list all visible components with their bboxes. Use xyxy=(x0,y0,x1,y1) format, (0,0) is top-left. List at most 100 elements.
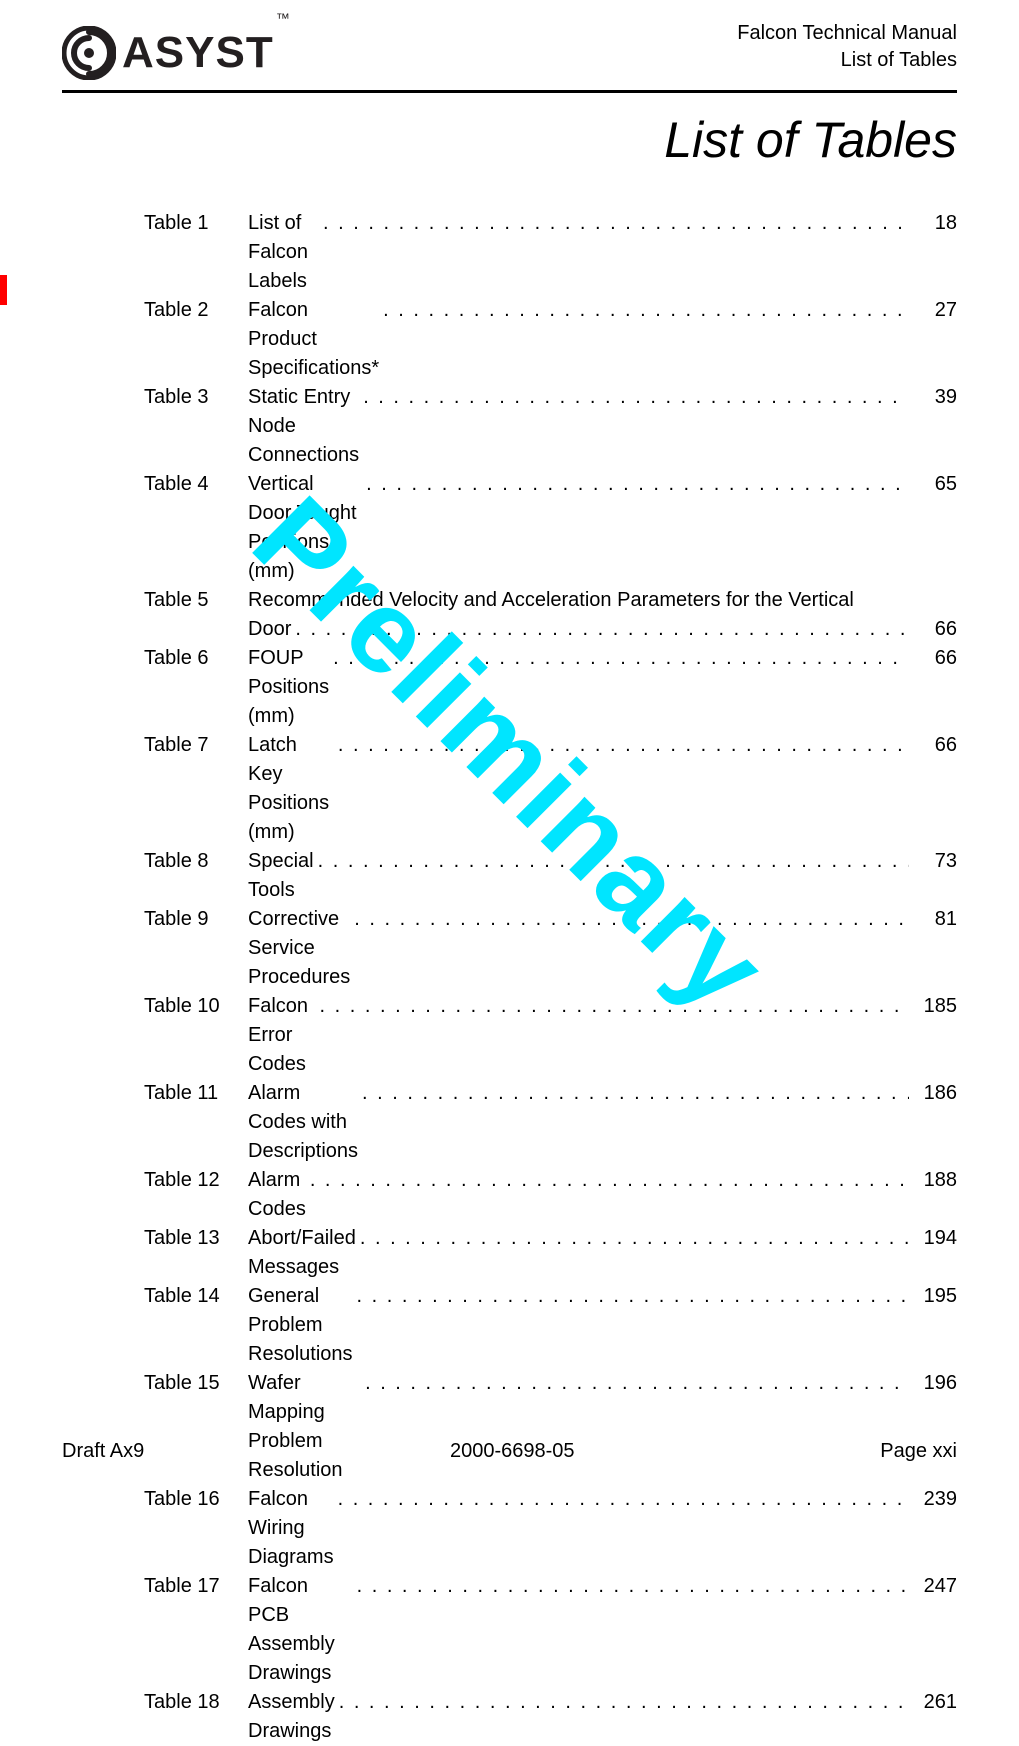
toc-title: Alarm Codes xyxy=(248,1166,306,1224)
toc-body: Latch Key Positions (mm) 66 xyxy=(248,731,957,847)
toc-leader xyxy=(359,383,909,412)
toc-label: Table 18 xyxy=(144,1688,248,1717)
toc-leader xyxy=(334,731,909,760)
toc-leader xyxy=(356,1224,909,1253)
toc-label: Table 3 xyxy=(144,383,248,412)
toc-leader xyxy=(329,644,909,673)
toc-title: Falcon Error Codes xyxy=(248,992,316,1079)
toc-label: Table 16 xyxy=(144,1485,248,1514)
toc-leader xyxy=(334,1485,909,1514)
toc-label: Table 10 xyxy=(144,992,248,1021)
toc-page: 66 xyxy=(909,731,957,760)
toc-label: Table 4 xyxy=(144,470,248,499)
toc-leader xyxy=(319,209,909,238)
toc-body: Static Entry Node Connections 39 xyxy=(248,383,957,470)
toc-body: Alarm Codes188 xyxy=(248,1166,957,1224)
toc-title: Alarm Codes with Descriptions xyxy=(248,1079,358,1166)
toc-page: 247 xyxy=(909,1572,957,1601)
toc-page: 39 xyxy=(909,383,957,412)
toc-page: 18 xyxy=(909,209,957,238)
toc-row: Table 4Vertical Door Taught Positions (m… xyxy=(144,470,957,586)
toc-body: Special Tools73 xyxy=(248,847,957,905)
toc-body: FOUP Positions (mm) 66 xyxy=(248,644,957,731)
change-bar xyxy=(0,275,7,305)
toc-body: List of Falcon Labels 18 xyxy=(248,209,957,296)
toc-row: Table 15Wafer Mapping Problem Resolution… xyxy=(144,1369,957,1485)
toc-title: Static Entry Node Connections xyxy=(248,383,359,470)
header-right: Falcon Technical Manual List of Tables xyxy=(737,20,957,74)
footer-left: Draft Ax9 xyxy=(62,1440,144,1463)
toc-body: General Problem Resolutions195 xyxy=(248,1282,957,1369)
toc-page: 196 xyxy=(909,1369,957,1398)
toc-page: 73 xyxy=(909,847,957,876)
toc-page: 27 xyxy=(909,296,957,325)
toc-label: Table 12 xyxy=(144,1166,248,1195)
toc-leader xyxy=(361,1369,909,1398)
toc-leader xyxy=(306,1166,909,1195)
toc-row: Table 7Latch Key Positions (mm)66 xyxy=(144,731,957,847)
toc-row: Table 6FOUP Positions (mm) 66 xyxy=(144,644,957,731)
logo-text: ASYST™ xyxy=(122,28,288,78)
toc-label: Table 11 xyxy=(144,1079,248,1108)
logo-trademark: ™ xyxy=(276,10,290,26)
toc-body: Abort/Failed Messages 194 xyxy=(248,1224,957,1282)
page: ASYST™ Falcon Technical Manual List of T… xyxy=(0,0,1019,1507)
doc-title: Falcon Technical Manual xyxy=(737,20,957,47)
toc-row: Table 14General Problem Resolutions195 xyxy=(144,1282,957,1369)
toc-leader xyxy=(316,992,909,1021)
footer-right: Page xxi xyxy=(880,1440,957,1463)
doc-section: List of Tables xyxy=(737,47,957,74)
header-rule xyxy=(62,90,957,93)
toc-row: Table 12Alarm Codes188 xyxy=(144,1166,957,1224)
toc-page: 66 xyxy=(909,644,957,673)
toc-row: Table 9Corrective Service Procedures 81 xyxy=(144,905,957,992)
toc-leader xyxy=(291,615,909,644)
toc-label: Table 6 xyxy=(144,644,248,673)
toc-title: Assembly Drawings xyxy=(248,1688,335,1746)
toc-title: General Problem Resolutions xyxy=(248,1282,353,1369)
toc-label: Table 13 xyxy=(144,1224,248,1253)
logo-wordmark: ASYST xyxy=(122,28,274,77)
toc-label: Table 1 xyxy=(144,209,248,238)
toc-body: Corrective Service Procedures 81 xyxy=(248,905,957,992)
toc-title: List of Falcon Labels xyxy=(248,209,319,296)
toc-title: Falcon Wiring Diagrams xyxy=(248,1485,334,1572)
toc-body: Falcon Error Codes 185 xyxy=(248,992,957,1079)
toc-page: 65 xyxy=(909,470,957,499)
toc-leader xyxy=(314,847,909,876)
toc-label: Table 9 xyxy=(144,905,248,934)
toc-label: Table 17 xyxy=(144,1572,248,1601)
toc-label: Table 5 xyxy=(144,586,248,615)
toc-row: Table 17Falcon PCB Assembly Drawings247 xyxy=(144,1572,957,1688)
toc-title: Latch Key Positions (mm) xyxy=(248,731,334,847)
toc-body: Falcon Product Specifications* 27 xyxy=(248,296,957,383)
toc-row: Table 13Abort/Failed Messages 194 xyxy=(144,1224,957,1282)
toc-page: 81 xyxy=(909,905,957,934)
toc-leader xyxy=(353,1572,909,1601)
page-title: List of Tables xyxy=(62,111,957,169)
toc-row: Table 18Assembly Drawings261 xyxy=(144,1688,957,1746)
footer-center: 2000-6698-05 xyxy=(450,1440,575,1463)
toc-page: 194 xyxy=(909,1224,957,1253)
footer: Draft Ax9 2000-6698-05 Page xxi xyxy=(62,1440,957,1463)
toc-title: Abort/Failed Messages xyxy=(248,1224,356,1282)
toc-body: Recommended Velocity and Acceleration Pa… xyxy=(248,586,957,615)
toc-leader xyxy=(353,1282,910,1311)
toc-row: Table 8Special Tools73 xyxy=(144,847,957,905)
toc-body: Wafer Mapping Problem Resolution196 xyxy=(248,1369,957,1485)
toc-body: Door66 xyxy=(248,615,957,644)
toc-row: Table 1List of Falcon Labels 18 xyxy=(144,209,957,296)
toc-body: Falcon Wiring Diagrams239 xyxy=(248,1485,957,1572)
toc-title: Corrective Service Procedures xyxy=(248,905,350,992)
toc-title: FOUP Positions (mm) xyxy=(248,644,329,731)
toc-row: Table 16Falcon Wiring Diagrams239 xyxy=(144,1485,957,1572)
logo: ASYST™ xyxy=(62,26,288,80)
toc-body: Assembly Drawings261 xyxy=(248,1688,957,1746)
toc-title: Door xyxy=(248,615,291,644)
toc-row: Table 5Recommended Velocity and Accelera… xyxy=(144,586,957,615)
toc-title: Falcon Product Specifications* xyxy=(248,296,379,383)
toc-row: Table 2Falcon Product Specifications*27 xyxy=(144,296,957,383)
toc-leader xyxy=(358,1079,909,1108)
toc-page: 185 xyxy=(909,992,957,1021)
toc-label: Table 8 xyxy=(144,847,248,876)
